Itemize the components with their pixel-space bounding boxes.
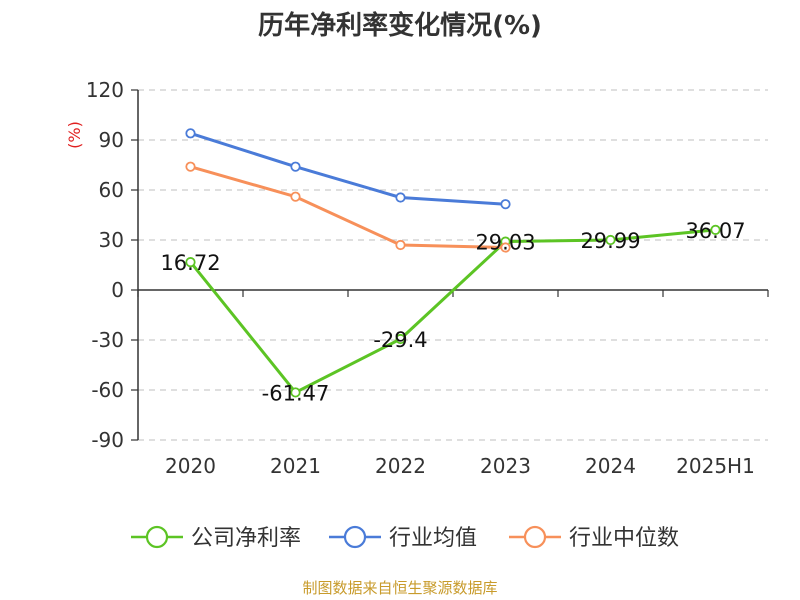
x-tick-label: 2020	[165, 454, 216, 478]
legend: 公司净利率 行业均值 行业中位数	[131, 525, 679, 551]
x-tick-label: 2024	[585, 454, 636, 478]
company-net-margin-point	[290, 387, 301, 398]
data-label: 29.03	[475, 231, 535, 255]
y-tick-label: 60	[99, 178, 124, 202]
y-tick-label: 90	[99, 128, 124, 152]
industry-median-line	[190, 165, 506, 249]
industry-average-point	[395, 192, 406, 203]
data-label: 29.99	[580, 229, 640, 253]
legend-item: 公司净利率	[131, 525, 301, 551]
legend-marker	[343, 525, 367, 549]
industry-median-point	[290, 191, 301, 202]
y-tick-label: -30	[91, 328, 124, 352]
data-label: 16.72	[160, 251, 220, 275]
y-axis-label: (%)	[65, 121, 84, 149]
data-label: 36.07	[685, 219, 745, 243]
x-tick-label: 2021	[270, 454, 321, 478]
x-tick-label: 2023	[480, 454, 531, 478]
legend-item: 行业中位数	[509, 525, 679, 551]
y-axis-ticks: 120 90 60 30 0 -30 -60 -90	[86, 78, 138, 452]
industry-median-point	[395, 239, 406, 251]
industry-median-point	[500, 242, 511, 253]
legend-label: 公司净利率	[191, 526, 301, 551]
legend-label: 行业均值	[389, 526, 477, 551]
company-net-margin-point	[710, 224, 721, 235]
industry-average-point	[185, 128, 196, 139]
y-tick-label: 30	[99, 228, 124, 252]
x-tick-label: 2022	[375, 454, 426, 478]
data-labels: 16.72 -61.47 -29.4 29.03 29.99 36.07	[160, 219, 745, 406]
company-net-margin-point	[185, 257, 196, 268]
industry-average-point	[290, 161, 301, 172]
industry-median-point	[185, 161, 196, 172]
x-tick-label: 2025H1	[676, 454, 755, 478]
gridlines	[138, 89, 768, 441]
data-label: -61.47	[262, 381, 330, 405]
y-tick-label: 0	[111, 278, 124, 302]
series-layer	[185, 128, 721, 398]
company-net-margin-point	[605, 234, 616, 246]
x-axis-ticks: 2020 2021 2022 2023 2024 2025H1	[137, 290, 769, 478]
company-net-margin-line	[189, 228, 716, 394]
legend-marker	[523, 525, 547, 549]
industry-average-point	[500, 199, 511, 210]
y-tick-label: -90	[91, 428, 124, 452]
industry-average-line	[190, 131, 506, 206]
legend-marker	[145, 525, 169, 549]
legend-item: 行业均值	[329, 525, 477, 551]
y-tick-label: -60	[91, 378, 124, 402]
y-tick-label: 120	[86, 78, 124, 102]
chart-title: 历年净利率变化情况(%)	[258, 10, 542, 41]
source-note: 制图数据来自恒生聚源数据库	[302, 579, 497, 597]
axes	[137, 90, 768, 440]
data-label: -29.4	[373, 328, 427, 352]
legend-label: 行业中位数	[569, 526, 679, 551]
company-net-margin-point	[395, 333, 406, 345]
